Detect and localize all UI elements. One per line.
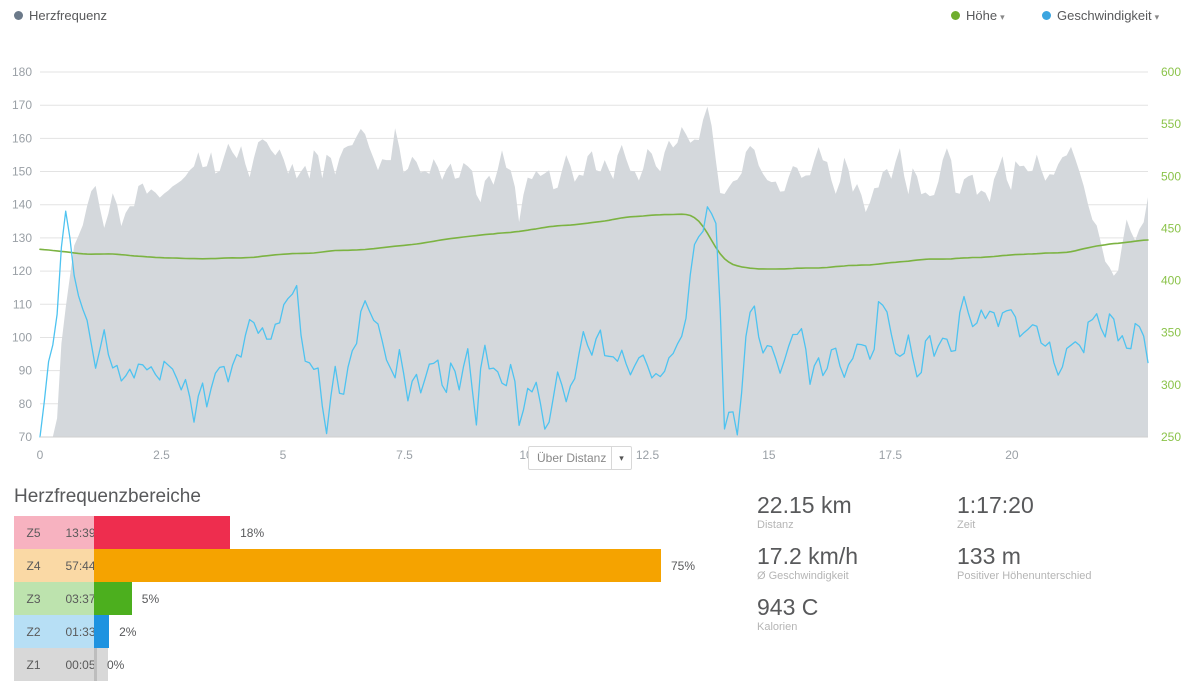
svg-text:170: 170 <box>12 98 32 112</box>
svg-text:100: 100 <box>12 331 32 345</box>
svg-text:160: 160 <box>12 131 32 145</box>
svg-text:110: 110 <box>13 297 32 311</box>
svg-text:17.5: 17.5 <box>879 448 903 460</box>
svg-text:7.5: 7.5 <box>396 448 413 460</box>
svg-text:350: 350 <box>1161 326 1181 340</box>
svg-text:90: 90 <box>19 364 33 378</box>
svg-text:15: 15 <box>762 448 776 460</box>
svg-text:70: 70 <box>19 430 33 444</box>
svg-text:120: 120 <box>12 264 32 278</box>
svg-text:400: 400 <box>1161 274 1181 288</box>
svg-text:140: 140 <box>12 198 32 212</box>
svg-text:550: 550 <box>1161 117 1181 131</box>
svg-text:20: 20 <box>1005 448 1019 460</box>
svg-text:500: 500 <box>1161 169 1181 183</box>
svg-text:250: 250 <box>1161 430 1181 444</box>
svg-text:150: 150 <box>12 165 32 179</box>
svg-text:5: 5 <box>280 448 287 460</box>
svg-text:80: 80 <box>19 397 33 411</box>
svg-text:300: 300 <box>1161 378 1181 392</box>
svg-text:130: 130 <box>12 231 32 245</box>
svg-text:0: 0 <box>37 448 44 460</box>
svg-text:450: 450 <box>1161 221 1181 235</box>
svg-text:600: 600 <box>1161 65 1181 79</box>
svg-text:12.5: 12.5 <box>636 448 660 460</box>
svg-text:180: 180 <box>12 65 32 79</box>
svg-text:2.5: 2.5 <box>153 448 170 460</box>
